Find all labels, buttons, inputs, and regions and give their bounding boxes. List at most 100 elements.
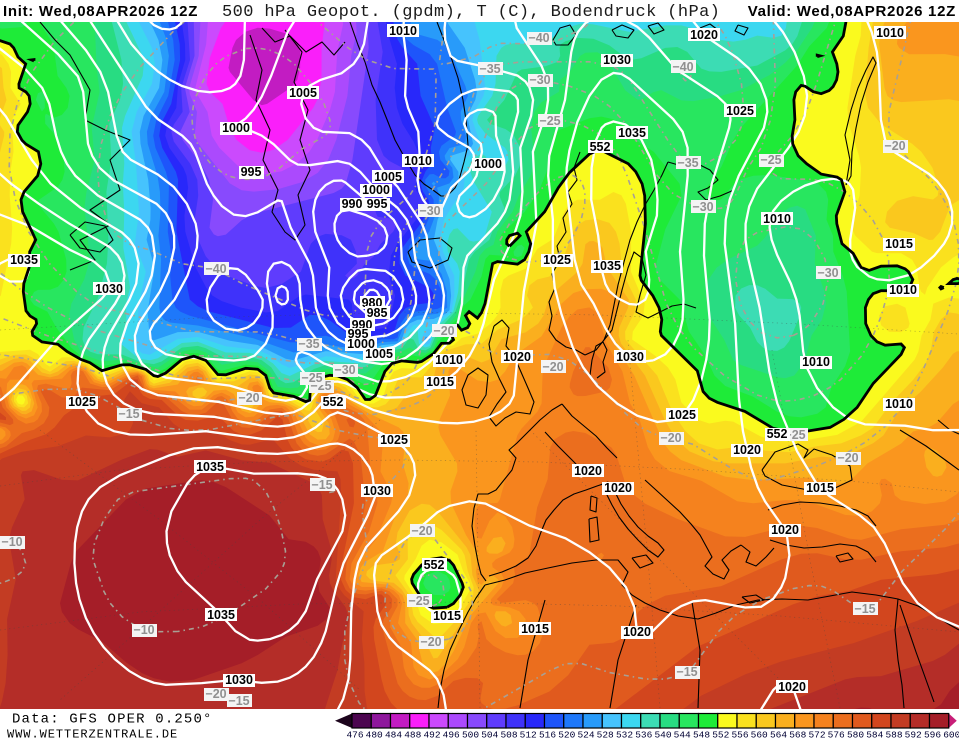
svg-text:1010: 1010 bbox=[389, 24, 417, 38]
svg-text:1000: 1000 bbox=[347, 337, 375, 351]
svg-text:WWW.WETTERZENTRALE.DE: WWW.WETTERZENTRALE.DE bbox=[7, 728, 178, 742]
svg-text:1010: 1010 bbox=[435, 353, 463, 367]
svg-text:600: 600 bbox=[943, 730, 959, 741]
svg-text:552: 552 bbox=[590, 140, 611, 154]
svg-text:−25: −25 bbox=[760, 153, 781, 167]
svg-text:496: 496 bbox=[443, 730, 460, 741]
svg-text:990: 990 bbox=[342, 197, 363, 211]
svg-text:995: 995 bbox=[367, 197, 388, 211]
svg-text:1010: 1010 bbox=[763, 212, 791, 226]
svg-text:1020: 1020 bbox=[574, 464, 602, 478]
svg-text:1035: 1035 bbox=[196, 460, 224, 474]
svg-text:1035: 1035 bbox=[618, 126, 646, 140]
svg-text:−40: −40 bbox=[205, 262, 226, 276]
svg-text:1025: 1025 bbox=[668, 408, 696, 422]
svg-text:−25: −25 bbox=[539, 114, 560, 128]
svg-text:−15: −15 bbox=[676, 665, 697, 679]
svg-text:Data: GFS OPER 0.250°: Data: GFS OPER 0.250° bbox=[12, 712, 213, 728]
svg-text:1025: 1025 bbox=[543, 253, 571, 267]
svg-text:500 hPa Geopot. (gpdm), T (C),: 500 hPa Geopot. (gpdm), T (C), Bodendruc… bbox=[222, 3, 720, 22]
svg-text:588: 588 bbox=[885, 730, 902, 741]
svg-text:520: 520 bbox=[558, 730, 575, 741]
svg-text:Init: Wed,08APR2026 12Z: Init: Wed,08APR2026 12Z bbox=[3, 3, 198, 20]
svg-text:−35: −35 bbox=[298, 337, 319, 351]
svg-text:995: 995 bbox=[348, 327, 369, 341]
svg-text:1025: 1025 bbox=[68, 395, 96, 409]
svg-text:1005: 1005 bbox=[365, 347, 393, 361]
svg-text:1015: 1015 bbox=[806, 481, 834, 495]
svg-text:492: 492 bbox=[423, 730, 440, 741]
svg-text:−30: −30 bbox=[529, 73, 550, 87]
svg-text:1010: 1010 bbox=[885, 397, 913, 411]
svg-text:592: 592 bbox=[905, 730, 922, 741]
svg-text:1015: 1015 bbox=[885, 237, 913, 251]
svg-text:544: 544 bbox=[674, 730, 691, 741]
svg-text:−20: −20 bbox=[433, 324, 454, 338]
svg-text:−15: −15 bbox=[854, 602, 875, 616]
svg-text:−30: −30 bbox=[692, 200, 713, 214]
svg-text:1030: 1030 bbox=[616, 350, 644, 364]
svg-text:552: 552 bbox=[767, 427, 788, 441]
svg-text:−20: −20 bbox=[884, 139, 905, 153]
svg-text:576: 576 bbox=[828, 730, 845, 741]
svg-text:524: 524 bbox=[577, 730, 594, 741]
svg-text:1000: 1000 bbox=[474, 157, 502, 171]
svg-text:556: 556 bbox=[731, 730, 748, 741]
svg-text:1005: 1005 bbox=[374, 170, 402, 184]
svg-text:−40: −40 bbox=[528, 31, 549, 45]
svg-text:536: 536 bbox=[635, 730, 652, 741]
svg-text:−35: −35 bbox=[677, 156, 698, 170]
svg-text:552: 552 bbox=[323, 395, 344, 409]
svg-text:1030: 1030 bbox=[603, 53, 631, 67]
svg-text:−20: −20 bbox=[420, 635, 441, 649]
svg-text:1035: 1035 bbox=[593, 259, 621, 273]
svg-text:1025: 1025 bbox=[380, 433, 408, 447]
svg-text:1010: 1010 bbox=[876, 26, 904, 40]
svg-text:1010: 1010 bbox=[889, 283, 917, 297]
svg-text:−20: −20 bbox=[205, 687, 226, 701]
svg-text:1010: 1010 bbox=[802, 355, 830, 369]
svg-text:516: 516 bbox=[539, 730, 556, 741]
svg-text:−10: −10 bbox=[1, 535, 22, 549]
svg-text:−40: −40 bbox=[672, 60, 693, 74]
svg-text:484: 484 bbox=[385, 730, 402, 741]
svg-text:Valid: Wed,08APR2026 12Z: Valid: Wed,08APR2026 12Z bbox=[748, 3, 956, 20]
svg-text:1020: 1020 bbox=[778, 680, 806, 694]
svg-text:1030: 1030 bbox=[363, 484, 391, 498]
svg-text:1030: 1030 bbox=[225, 673, 253, 687]
svg-text:548: 548 bbox=[693, 730, 710, 741]
svg-text:1020: 1020 bbox=[604, 481, 632, 495]
svg-text:532: 532 bbox=[616, 730, 633, 741]
svg-text:1020: 1020 bbox=[733, 443, 761, 457]
svg-text:1015: 1015 bbox=[433, 609, 461, 623]
svg-text:−30: −30 bbox=[334, 363, 355, 377]
svg-text:−20: −20 bbox=[542, 360, 563, 374]
svg-text:480: 480 bbox=[366, 730, 383, 741]
svg-text:1015: 1015 bbox=[426, 375, 454, 389]
svg-text:−25: −25 bbox=[301, 371, 322, 385]
svg-text:564: 564 bbox=[770, 730, 787, 741]
svg-text:985: 985 bbox=[367, 306, 388, 320]
svg-text:560: 560 bbox=[751, 730, 768, 741]
svg-text:508: 508 bbox=[500, 730, 517, 741]
svg-text:568: 568 bbox=[789, 730, 806, 741]
svg-text:1025: 1025 bbox=[726, 104, 754, 118]
svg-text:−30: −30 bbox=[419, 204, 440, 218]
svg-text:−20: −20 bbox=[837, 451, 858, 465]
svg-text:−15: −15 bbox=[118, 407, 139, 421]
svg-text:−25: −25 bbox=[408, 594, 429, 608]
svg-text:1015: 1015 bbox=[521, 622, 549, 636]
svg-text:552: 552 bbox=[712, 730, 729, 741]
svg-text:1030: 1030 bbox=[95, 282, 123, 296]
svg-text:580: 580 bbox=[847, 730, 864, 741]
svg-text:−35: −35 bbox=[479, 62, 500, 76]
svg-text:1000: 1000 bbox=[362, 183, 390, 197]
svg-text:−15: −15 bbox=[228, 694, 249, 708]
svg-text:995: 995 bbox=[241, 165, 262, 179]
svg-text:−30: −30 bbox=[817, 266, 838, 280]
svg-text:476: 476 bbox=[346, 730, 363, 741]
svg-text:572: 572 bbox=[808, 730, 825, 741]
svg-text:488: 488 bbox=[404, 730, 421, 741]
svg-text:1020: 1020 bbox=[771, 523, 799, 537]
svg-text:−20: −20 bbox=[660, 431, 681, 445]
